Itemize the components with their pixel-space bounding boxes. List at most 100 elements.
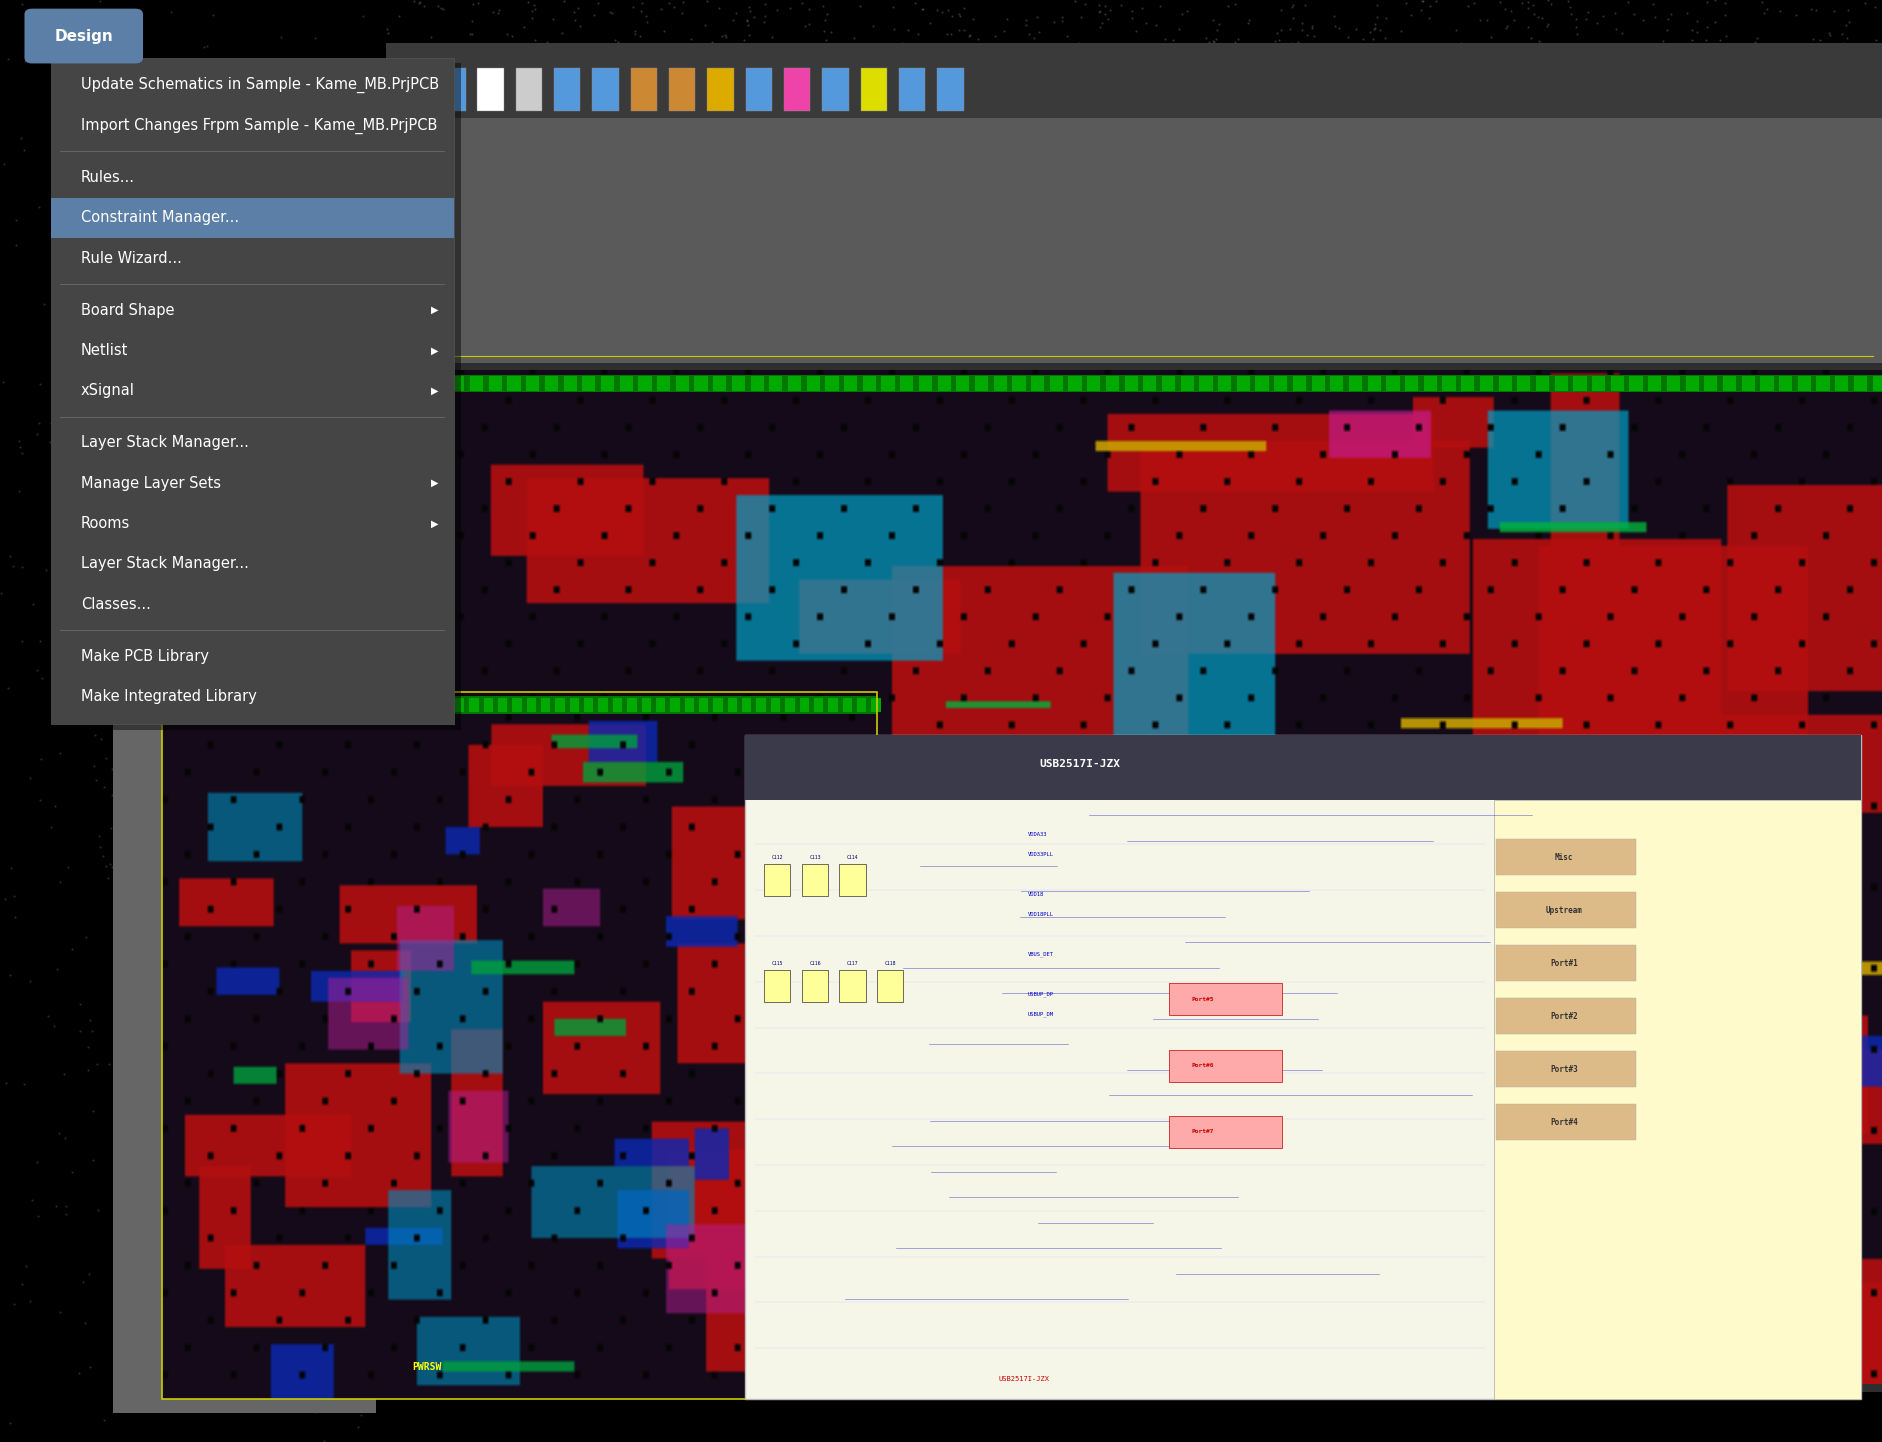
Point xyxy=(0,234,30,257)
Point xyxy=(56,1161,87,1184)
Point xyxy=(34,40,64,63)
Point xyxy=(358,1289,388,1312)
Point xyxy=(751,4,781,27)
Bar xyxy=(1517,376,1530,391)
Point xyxy=(732,9,762,32)
Point xyxy=(1150,27,1180,50)
Text: C118: C118 xyxy=(885,960,896,966)
Bar xyxy=(311,698,320,712)
Point xyxy=(1524,29,1555,52)
Bar xyxy=(860,68,886,111)
Point xyxy=(627,0,657,23)
Bar xyxy=(341,698,350,712)
Point xyxy=(196,277,226,300)
Bar xyxy=(267,698,277,712)
Point xyxy=(83,825,113,848)
Point xyxy=(156,443,186,466)
Point xyxy=(928,0,958,23)
Text: USBUP_DM: USBUP_DM xyxy=(1028,1011,1054,1017)
Bar xyxy=(1496,1051,1635,1087)
Point xyxy=(6,629,36,652)
Bar xyxy=(614,698,623,712)
Point xyxy=(646,0,676,20)
Point xyxy=(152,254,183,277)
Point xyxy=(49,1063,79,1086)
Point xyxy=(0,885,28,908)
Point xyxy=(47,474,77,497)
Text: Port#7: Port#7 xyxy=(1191,1129,1214,1135)
Bar xyxy=(51,58,454,724)
Point xyxy=(333,345,363,368)
Point xyxy=(1267,0,1297,22)
Point xyxy=(56,937,87,960)
Point xyxy=(275,565,305,588)
Text: Port#2: Port#2 xyxy=(1551,1012,1577,1021)
Point xyxy=(41,1194,72,1217)
Point xyxy=(1588,4,1619,27)
Point xyxy=(1859,0,1882,19)
Point xyxy=(1276,0,1306,19)
Point xyxy=(23,1151,53,1174)
Point xyxy=(98,557,128,580)
Point xyxy=(1861,29,1882,52)
Point xyxy=(1287,17,1317,40)
Bar xyxy=(1125,376,1139,391)
Point xyxy=(70,1311,100,1334)
Point xyxy=(1086,0,1116,23)
Point xyxy=(183,1360,213,1383)
Point xyxy=(243,1239,273,1262)
Point xyxy=(1681,20,1711,43)
Point xyxy=(83,492,113,515)
Point xyxy=(96,816,126,839)
Point xyxy=(262,353,292,376)
Point xyxy=(350,675,380,698)
Point xyxy=(186,784,216,808)
Point xyxy=(15,767,45,790)
Point xyxy=(1711,3,1741,26)
Point xyxy=(149,1058,179,1082)
Point xyxy=(128,311,158,335)
Point xyxy=(1556,3,1587,26)
Text: C115: C115 xyxy=(772,960,783,966)
Point xyxy=(600,29,630,52)
Point xyxy=(211,1351,241,1374)
Point xyxy=(322,287,352,310)
Point xyxy=(348,652,378,675)
Bar xyxy=(685,698,694,712)
Bar xyxy=(1218,376,1231,391)
Point xyxy=(262,1100,292,1123)
Point xyxy=(312,280,343,303)
Point xyxy=(519,29,550,52)
Point xyxy=(220,1099,250,1122)
Bar xyxy=(1479,376,1492,391)
Point xyxy=(1197,29,1227,52)
Point xyxy=(373,22,403,45)
Point xyxy=(145,506,175,529)
Point xyxy=(277,982,307,1005)
Point xyxy=(128,603,158,626)
Point xyxy=(1359,13,1389,36)
Bar xyxy=(732,376,745,391)
Point xyxy=(72,525,102,548)
Point xyxy=(1319,4,1349,27)
Point xyxy=(164,544,194,567)
Point xyxy=(531,30,561,53)
Point xyxy=(597,1,627,25)
Bar xyxy=(994,376,1007,391)
Point xyxy=(1526,32,1556,55)
Point xyxy=(457,22,487,45)
Point xyxy=(75,1355,105,1379)
Point xyxy=(1496,0,1526,22)
Point xyxy=(277,255,307,278)
Point xyxy=(1464,9,1494,32)
Point xyxy=(167,601,198,624)
Point xyxy=(175,528,205,551)
Text: PWRSW: PWRSW xyxy=(412,1361,442,1371)
Point xyxy=(0,906,30,929)
Bar xyxy=(828,698,837,712)
Point xyxy=(423,0,454,17)
Bar xyxy=(282,698,292,712)
Point xyxy=(297,854,327,877)
Bar xyxy=(1142,376,1156,391)
Point xyxy=(152,607,183,630)
